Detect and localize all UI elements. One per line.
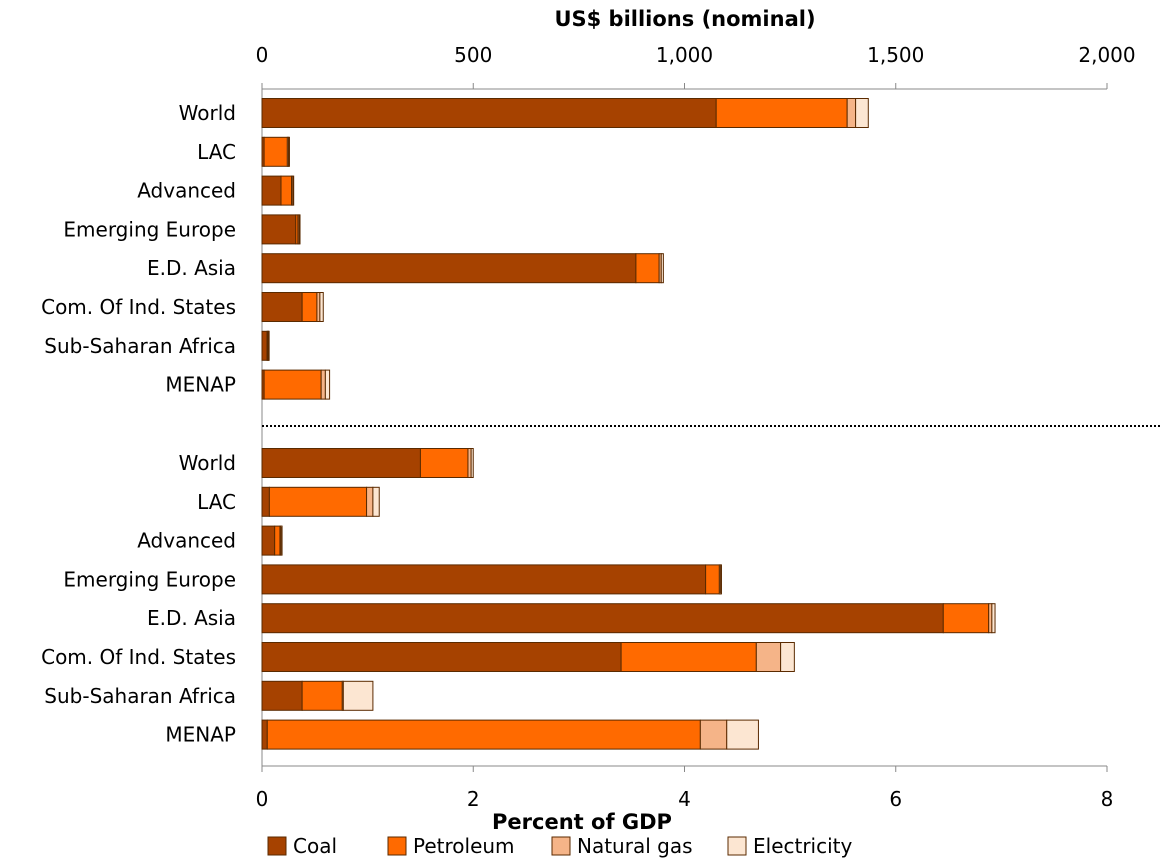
tick-label: 8 (1101, 787, 1114, 811)
tick-label: 0 (256, 787, 269, 811)
bar-electricity-sub-saharan-africa (342, 680, 374, 711)
category-label-emerging-europe: Emerging Europe (63, 567, 236, 591)
bar-natural-gas-com-of-ind-states (755, 642, 782, 672)
top-axis-title: US$ billions (nominal) (554, 7, 815, 31)
bar-coal-com-of-ind-states (261, 292, 303, 322)
bar-electricity-emerging-europe (719, 564, 722, 595)
bar-coal-com-of-ind-states (261, 642, 622, 672)
category-label-lac: LAC (197, 140, 236, 164)
bar-electricity-world (470, 448, 474, 478)
bars (261, 98, 996, 750)
bar-coal-menap (261, 719, 268, 750)
tick-label: 2 (467, 787, 480, 811)
category-label-lac: LAC (197, 490, 236, 514)
legend-label-coal: Coal (293, 834, 337, 858)
category-label-world: World (179, 101, 236, 125)
bar-petroleum-world (715, 98, 848, 128)
legend-swatch-coal (267, 836, 287, 856)
bar-electricity-world (855, 98, 869, 128)
bar-electricity-lac (288, 136, 290, 167)
bar-petroleum-menap (263, 369, 322, 400)
tick-label: 4 (678, 787, 691, 811)
bar-coal-world (261, 448, 421, 478)
bar-coal-sub-saharan-africa (261, 330, 268, 361)
category-label-menap: MENAP (165, 373, 236, 397)
category-label-emerging-europe: Emerging Europe (63, 217, 236, 241)
category-label-com-of-ind-states: Com. Of Ind. States (41, 295, 236, 319)
legend-label-electricity: Electricity (753, 834, 853, 858)
bar-coal-world (261, 98, 717, 128)
legend-label-petroleum: Petroleum (413, 834, 515, 858)
bar-coal-emerging-europe (261, 214, 297, 245)
bar-petroleum-menap (266, 719, 701, 750)
bar-natural-gas-world (846, 98, 857, 128)
bar-coal-advanced (261, 525, 276, 556)
bar-petroleum-com-of-ind-states (301, 292, 318, 322)
legend-label-natural-gas: Natural gas (577, 834, 693, 858)
tick-label: 1,000 (656, 43, 713, 67)
bar-electricity-com-of-ind-states (319, 292, 324, 322)
bar-electricity-advanced (280, 525, 283, 556)
bar-petroleum-world (419, 448, 469, 478)
bar-electricity-com-of-ind-states (780, 642, 795, 672)
tick-label: 500 (454, 43, 492, 67)
bar-natural-gas-lac (366, 486, 374, 517)
category-label-menap: MENAP (165, 723, 236, 747)
bar-electricity-advanced (292, 175, 295, 206)
bar-petroleum-lac (268, 486, 368, 517)
bottom-axis-ticks: 0 2 4 6 8 (256, 766, 1114, 811)
tick-label: 1,500 (867, 43, 924, 67)
bar-petroleum-advanced (274, 525, 281, 556)
category-label-advanced: Advanced (137, 529, 236, 553)
tick-label: 6 (889, 787, 902, 811)
bar-electricity-e-d-asia (660, 253, 664, 284)
tick-label: 2,000 (1078, 43, 1135, 67)
bar-petroleum-e-d-asia (635, 253, 660, 284)
bar-petroleum-com-of-ind-states (620, 642, 757, 672)
bar-petroleum-sub-saharan-africa (301, 680, 343, 711)
legend-swatch-petroleum (387, 836, 407, 856)
bar-natural-gas-menap (320, 369, 326, 400)
bar-petroleum-advanced (280, 175, 293, 206)
bar-natural-gas-menap (699, 719, 728, 750)
bar-electricity-sub-saharan-africa (267, 330, 270, 361)
legend-swatch-natural-gas (551, 836, 571, 856)
bar-electricity-emerging-europe (298, 214, 301, 245)
category-labels: World LAC Advanced Emerging Europe E.D. Asia… (41, 101, 236, 747)
bar-electricity-lac (372, 486, 380, 517)
bar-petroleum-lac (263, 136, 288, 167)
bar-coal-sub-saharan-africa (261, 680, 303, 711)
bar-coal-e-d-asia (261, 603, 944, 634)
category-label-e-d-asia: E.D. Asia (147, 256, 236, 280)
bar-coal-advanced (261, 175, 282, 206)
bar-petroleum-e-d-asia (942, 603, 990, 634)
category-label-e-d-asia: E.D. Asia (147, 606, 236, 630)
bar-electricity-e-d-asia (991, 603, 996, 634)
category-label-sub-saharan-africa: Sub-Saharan Africa (44, 334, 236, 358)
top-axis-ticks: 0 500 1,000 1,500 2,000 (256, 43, 1136, 89)
bar-coal-lac (261, 486, 270, 517)
category-label-advanced: Advanced (137, 179, 236, 203)
bar-coal-emerging-europe (261, 564, 707, 595)
legend: Coal Petroleum Natural gas Electricity (267, 834, 853, 858)
bar-electricity-menap (324, 369, 331, 400)
legend-swatch-electricity (727, 836, 747, 856)
bar-coal-e-d-asia (261, 253, 637, 284)
bottom-axis-title: Percent of GDP (492, 810, 672, 834)
category-label-sub-saharan-africa: Sub-Saharan Africa (44, 684, 236, 708)
category-label-world: World (179, 451, 236, 475)
bar-electricity-menap (726, 719, 759, 750)
bar-petroleum-emerging-europe (705, 564, 720, 595)
tick-label: 0 (256, 43, 269, 67)
category-label-com-of-ind-states: Com. Of Ind. States (41, 645, 236, 669)
